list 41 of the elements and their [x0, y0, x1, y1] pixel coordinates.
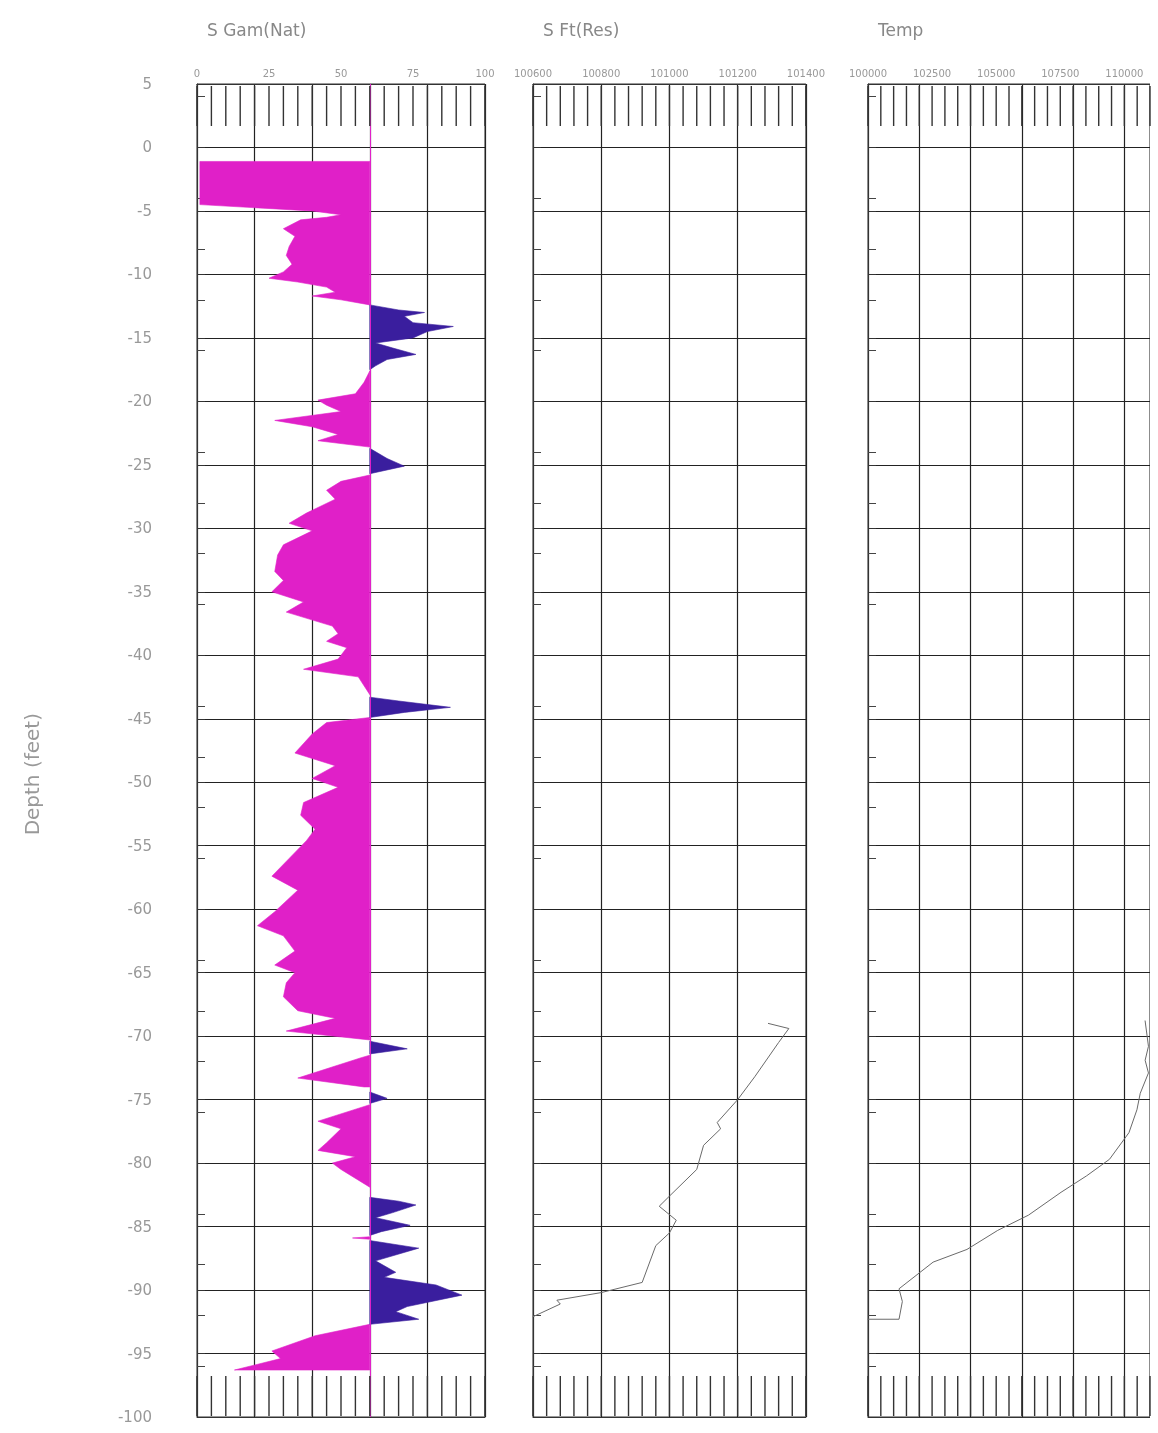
x-tick-label: 107500: [1041, 67, 1080, 79]
x-tick-label: 0: [193, 67, 201, 79]
y-axis-title: Depth (feet): [20, 713, 44, 836]
y-tick-label: -10: [127, 265, 152, 284]
y-tick-label: -20: [127, 392, 152, 411]
y-tick-label: -95: [127, 1344, 152, 1363]
y-tick-label: 5: [142, 75, 152, 93]
y-tick-label: -15: [127, 328, 152, 347]
y-tick-label: -55: [127, 836, 152, 855]
x-tick-label: 100800: [582, 67, 621, 79]
chart-title: S Ft(Res): [543, 19, 620, 40]
x-tick-label: 100: [475, 67, 495, 79]
y-tick-label: -50: [127, 773, 152, 792]
y-tick-label: -80: [127, 1154, 152, 1173]
y-tick-label: -90: [127, 1281, 152, 1300]
x-tick-label: 101200: [718, 67, 757, 79]
x-tick-label: 105000: [977, 67, 1016, 79]
x-tick-label: 100000: [848, 67, 888, 79]
y-tick-label: -100: [117, 1408, 152, 1426]
y-tick-label: -30: [127, 519, 152, 538]
chart-title: Temp: [877, 19, 924, 40]
x-tick-label: 50: [334, 67, 348, 79]
x-tick-label: 100600: [513, 67, 553, 79]
y-tick-label: 0: [142, 138, 152, 157]
x-tick-label: 102500: [913, 67, 952, 79]
chart-title: S Gam(Nat): [207, 19, 307, 40]
y-tick-label: -85: [127, 1217, 152, 1236]
y-tick-label: -25: [127, 455, 152, 474]
y-tick-label: -45: [127, 709, 152, 728]
y-tick-label: -5: [137, 201, 152, 220]
x-tick-label: 110000: [1105, 67, 1144, 79]
y-tick-label: -70: [127, 1027, 152, 1046]
x-tick-label: 101000: [650, 67, 689, 79]
x-tick-label: 75: [406, 67, 420, 79]
y-tick-label: -65: [127, 963, 152, 982]
y-tick-label: -40: [127, 646, 152, 665]
x-tick-label: 25: [262, 67, 276, 79]
y-tick-label: -75: [127, 1090, 152, 1109]
x-tick-label: 101400: [786, 67, 826, 79]
y-tick-label: -35: [127, 582, 152, 601]
y-tick-label: -60: [127, 900, 152, 919]
